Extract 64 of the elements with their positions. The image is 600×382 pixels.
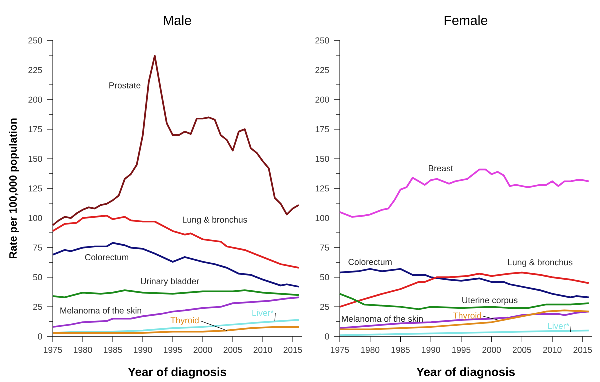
x-tick-label: 2000 xyxy=(194,347,212,354)
x-tick-label: 2000 xyxy=(482,347,502,354)
x-tick-label: 1990 xyxy=(134,347,152,354)
y-tick-label: 100 xyxy=(316,215,330,222)
y-tick-label: 25 xyxy=(33,304,42,310)
y-tick-label: 50 xyxy=(320,274,330,281)
series-label: Prostate xyxy=(110,82,141,89)
line-series xyxy=(339,268,590,298)
y-tick-label: 225 xyxy=(316,67,330,74)
line-series xyxy=(52,296,300,328)
series-label: Uterine corpus xyxy=(462,297,518,306)
y-tick-label: 100 xyxy=(28,215,42,222)
x-axis-title: Year of diagnosis xyxy=(416,368,516,379)
series-label: Liver* xyxy=(548,322,570,330)
y-tick-label: 250 xyxy=(28,38,42,44)
x-tick-label: 1995 xyxy=(452,347,471,354)
series-label: Colorectum xyxy=(348,258,392,266)
x-tick-label: 1985 xyxy=(392,347,410,354)
series-label: Lung & bronchus xyxy=(508,259,573,268)
y-tick-label: 150 xyxy=(28,156,42,162)
x-tick-label: 1975 xyxy=(44,347,62,354)
y-tick-label: 125 xyxy=(28,186,42,192)
series-label: Thyroid xyxy=(453,312,482,321)
x-tick-label: 2005 xyxy=(513,347,532,354)
series-label: Urinary bladder xyxy=(141,278,200,286)
y-tick-label: 175 xyxy=(28,126,42,132)
y-tick-label: 25 xyxy=(320,304,330,310)
series-label: Melanoma of the skin xyxy=(60,307,142,314)
y-tick-label: 125 xyxy=(316,186,330,192)
x-tick-label: 1980 xyxy=(361,347,380,354)
y-tick-label: 200 xyxy=(28,96,42,103)
x-axis-title: Year of diagnosis xyxy=(128,368,227,379)
line-series xyxy=(339,293,590,310)
line-series xyxy=(52,242,300,288)
y-axis-title: Rate per 100,000 population xyxy=(9,118,20,259)
series-label: Breast xyxy=(429,166,454,172)
x-tick-label: 1990 xyxy=(422,347,440,354)
series-label: Melanoma of the skin xyxy=(342,316,423,322)
y-tick-label: 0 xyxy=(325,334,330,340)
y-tick-label: 75 xyxy=(33,244,42,251)
x-tick-label: 2015 xyxy=(574,347,592,354)
x-tick-label: 2010 xyxy=(254,347,272,354)
x-tick-label: 1975 xyxy=(331,347,350,354)
x-tick-label: 1995 xyxy=(164,347,182,354)
y-tick-label: 175 xyxy=(316,126,330,132)
series-label: Lung & bronchus xyxy=(183,216,248,225)
y-tick-label: 150 xyxy=(316,156,330,162)
x-tick-label: 1980 xyxy=(74,347,92,354)
y-tick-label: 75 xyxy=(320,244,330,251)
y-tick-label: 250 xyxy=(316,38,330,44)
chart-title: Female xyxy=(444,16,488,26)
series-label: Colorectum xyxy=(85,254,129,261)
line-series xyxy=(52,55,300,226)
x-tick-label: 2010 xyxy=(543,347,562,354)
y-tick-label: 50 xyxy=(33,274,42,281)
x-tick-label: 1985 xyxy=(104,347,122,354)
chart-title: Male xyxy=(164,16,192,26)
x-tick-label: 2005 xyxy=(224,347,242,354)
series-label: Thyroid xyxy=(170,317,199,326)
x-tick-label: 2015 xyxy=(284,347,302,354)
y-tick-label: 0 xyxy=(38,334,42,340)
y-tick-label: 225 xyxy=(28,67,42,74)
y-tick-label: 200 xyxy=(316,96,330,103)
series-label: Liver* xyxy=(252,310,274,316)
